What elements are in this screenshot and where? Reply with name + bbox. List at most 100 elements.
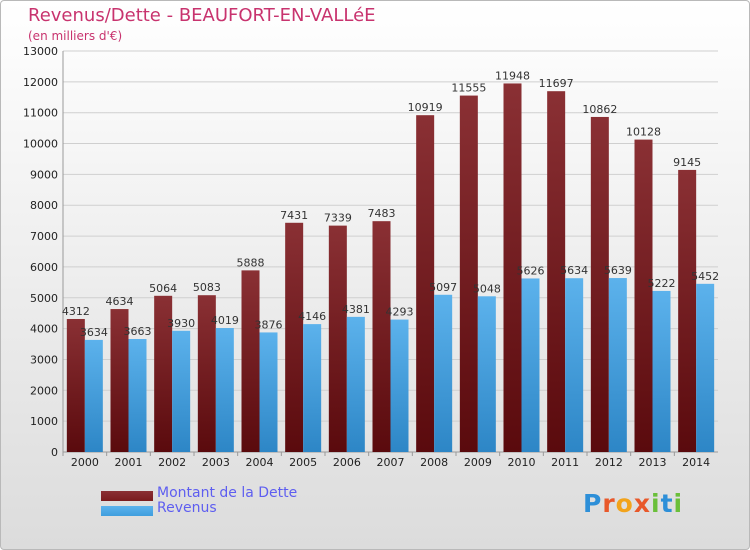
- x-tick-label: 2002: [158, 456, 186, 469]
- bar-debt: [590, 116, 609, 453]
- bar-revenue: [434, 294, 453, 452]
- data-label-debt: 5888: [237, 256, 265, 269]
- bar-debt: [416, 115, 435, 452]
- data-label-debt: 11948: [495, 69, 530, 82]
- x-tick-label: 2011: [551, 456, 579, 469]
- y-tick-label: 1000: [30, 415, 58, 428]
- x-tick-label: 2010: [508, 456, 536, 469]
- data-label-revenue: 3930: [167, 317, 195, 330]
- y-tick-label: 10000: [23, 138, 58, 151]
- y-tick-label: 8000: [30, 199, 58, 212]
- legend-label-revenue: Revenus: [157, 500, 217, 516]
- bar-revenue: [696, 283, 715, 452]
- chart-title: Revenus/Dette - BEAUFORT-EN-VALLéE: [28, 5, 376, 26]
- bar-revenue: [390, 319, 409, 452]
- legend-swatch-revenue: [101, 506, 153, 516]
- x-tick-label: 2003: [202, 456, 230, 469]
- x-tick-label: 2000: [71, 456, 99, 469]
- data-label-debt: 10862: [582, 103, 617, 116]
- data-label-debt: 7431: [280, 209, 308, 222]
- data-label-debt: 9145: [673, 156, 701, 169]
- bar-debt: [678, 169, 697, 452]
- logo-letter: r: [602, 489, 616, 518]
- bar-debt: [285, 222, 304, 452]
- logo-letter: i: [673, 489, 684, 518]
- bar-debt: [154, 295, 173, 452]
- data-label-debt: 5083: [193, 281, 221, 294]
- legend-label-debt: Montant de la Dette: [157, 485, 298, 501]
- y-tick-label: 12000: [23, 76, 58, 89]
- data-label-debt: 7483: [368, 207, 396, 220]
- bar-debt: [241, 270, 260, 452]
- bar-revenue: [652, 290, 671, 452]
- x-tick-label: 2009: [464, 456, 492, 469]
- data-label-debt: 10919: [408, 101, 443, 114]
- bar-debt: [634, 139, 653, 452]
- data-label-debt: 4634: [106, 295, 134, 308]
- x-tick-label: 2008: [420, 456, 448, 469]
- bar-revenue: [565, 278, 584, 452]
- legend-swatch-debt: [101, 491, 153, 501]
- y-tick-label: 3000: [30, 353, 58, 366]
- data-label-revenue: 5222: [648, 277, 676, 290]
- logo-letter: i: [651, 489, 661, 518]
- y-tick-label: 7000: [30, 230, 58, 243]
- x-tick-label: 2001: [115, 456, 143, 469]
- data-label-revenue: 3634: [80, 326, 108, 339]
- data-label-revenue: 5097: [429, 281, 457, 294]
- data-label-debt: 11555: [451, 82, 486, 95]
- bar-debt: [547, 91, 566, 452]
- bar-revenue: [172, 330, 191, 452]
- data-label-revenue: 4381: [342, 303, 370, 316]
- data-label-revenue: 4019: [211, 314, 239, 327]
- logo-letter: o: [615, 489, 634, 518]
- logo-letter: x: [633, 489, 651, 518]
- bar-debt: [197, 295, 216, 452]
- x-tick-label: 2013: [639, 456, 667, 469]
- y-tick-label: 5000: [30, 292, 58, 305]
- bar-revenue: [608, 278, 627, 452]
- x-tick-label: 2006: [333, 456, 361, 469]
- bar-revenue: [215, 328, 234, 452]
- data-label-revenue: 5048: [473, 282, 501, 295]
- data-label-revenue: 4146: [298, 310, 326, 323]
- y-tick-label: 6000: [30, 261, 58, 274]
- x-tick-label: 2004: [246, 456, 274, 469]
- bar-debt: [372, 221, 391, 452]
- x-tick-label: 2014: [682, 456, 710, 469]
- bar-debt: [503, 83, 522, 452]
- data-label-revenue: 3876: [255, 318, 283, 331]
- logo-letter: P: [583, 489, 603, 518]
- y-tick-label: 13000: [23, 45, 58, 58]
- bar-revenue: [521, 278, 540, 452]
- bar-revenue: [346, 316, 365, 452]
- bar-revenue: [259, 332, 278, 452]
- chart-subtitle: (en milliers d'€): [28, 29, 123, 43]
- y-tick-label: 9000: [30, 168, 58, 181]
- y-tick-label: 4000: [30, 323, 58, 336]
- x-tick-label: 2012: [595, 456, 623, 469]
- y-tick-label: 0: [51, 446, 58, 459]
- data-label-revenue: 5639: [604, 264, 632, 277]
- bar-debt: [110, 309, 129, 452]
- y-tick-label: 2000: [30, 384, 58, 397]
- bar-revenue: [477, 296, 496, 452]
- data-label-revenue: 5634: [560, 264, 588, 277]
- x-tick-label: 2005: [289, 456, 317, 469]
- data-label-debt: 7339: [324, 212, 352, 225]
- data-label-debt: 4312: [62, 305, 90, 318]
- data-label-revenue: 4293: [386, 306, 414, 319]
- y-tick-label: 11000: [23, 107, 58, 120]
- bar-revenue: [84, 339, 103, 452]
- bar-debt: [328, 225, 347, 452]
- data-label-debt: 10128: [626, 126, 661, 139]
- bar-revenue: [303, 324, 322, 452]
- logo-letter: t: [660, 489, 674, 518]
- data-label-revenue: 3663: [124, 325, 152, 338]
- data-label-debt: 5064: [149, 282, 177, 295]
- data-label-revenue: 5452: [691, 270, 719, 283]
- data-label-debt: 11697: [539, 77, 574, 90]
- x-tick-label: 2007: [377, 456, 405, 469]
